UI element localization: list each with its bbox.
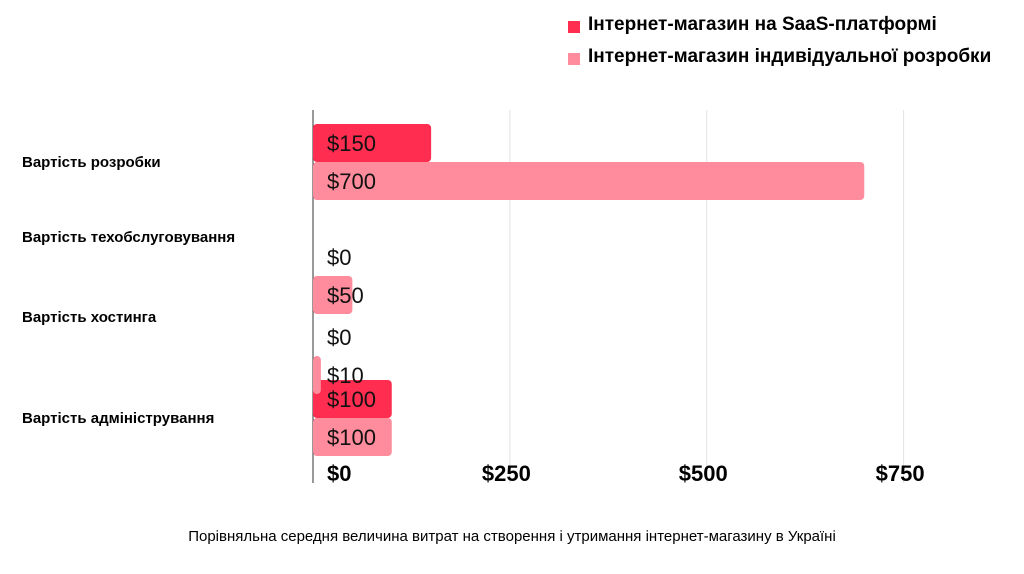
data-label-s1-c0: $700: [327, 169, 376, 194]
x-tick-label-250: $250: [482, 461, 531, 486]
data-label-s0-c3: $100: [327, 387, 376, 412]
category-label-2: Вартість хостинга: [22, 309, 157, 326]
legend-label-custom: Інтернет-магазин індивідуальної розробки: [588, 46, 992, 67]
category-label-3: Вартість адміністрування: [22, 410, 214, 427]
data-label-s0-c1: $0: [327, 245, 351, 270]
category-label-1: Вартість техобслуговування: [22, 229, 235, 246]
legend-item-saas: Інтернет-магазин на SaaS-платформі: [566, 12, 1016, 38]
category-label-0: Вартість розробки: [22, 154, 161, 171]
legend-label-saas: Інтернет-магазин на SaaS-платформі: [588, 14, 937, 35]
bar-s1-c1: [313, 276, 353, 314]
x-tick-label-750: $750: [876, 461, 925, 486]
bar-s1-c3: [313, 418, 392, 456]
bar-s0-c3: [313, 380, 392, 418]
data-label-s0-c0: $150: [327, 131, 376, 156]
data-label-s1-c1: $50: [327, 283, 364, 308]
legend-item-custom: Інтернет-магазин індивідуальної розробки: [566, 44, 1016, 70]
bar-s1-c0: [313, 162, 865, 200]
legend: Інтернет-магазин на SaaS-платформі Інтер…: [566, 12, 1016, 76]
legend-swatch-custom: [568, 53, 580, 65]
data-label-s1-c3: $100: [327, 425, 376, 450]
bar-s0-c0: [313, 124, 432, 162]
bar-s1-c2: [313, 356, 321, 394]
legend-swatch-saas: [568, 21, 580, 33]
x-tick-label-0: $0: [327, 461, 351, 486]
x-tick-label-500: $500: [679, 461, 728, 486]
chart-caption: Порівняльна середня величина витрат на с…: [188, 528, 836, 545]
data-label-s1-c2: $10: [327, 363, 364, 388]
data-label-s0-c2: $0: [327, 325, 351, 350]
